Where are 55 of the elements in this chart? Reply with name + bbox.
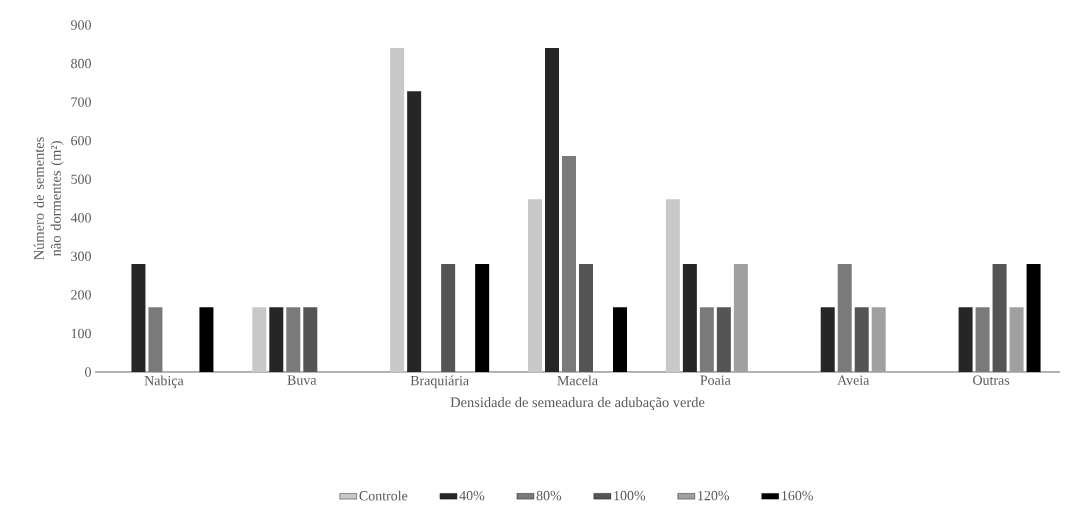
bar bbox=[131, 264, 146, 372]
bar bbox=[820, 307, 835, 372]
bar bbox=[252, 307, 267, 372]
bar bbox=[1026, 264, 1041, 372]
bar bbox=[665, 199, 680, 372]
bar bbox=[837, 264, 852, 372]
legend-label: 80% bbox=[536, 490, 562, 501]
bar bbox=[269, 307, 284, 372]
y-tick-label: 200 bbox=[71, 290, 91, 300]
bar bbox=[699, 307, 714, 372]
bar bbox=[958, 307, 973, 372]
bar bbox=[148, 307, 163, 372]
y-tick-label: 400 bbox=[70, 213, 91, 223]
bar bbox=[1009, 307, 1024, 372]
bar bbox=[441, 264, 456, 372]
bar bbox=[528, 199, 542, 372]
x-tick-label: Poaia bbox=[700, 375, 731, 385]
legend-label: 160% bbox=[782, 490, 813, 501]
bar bbox=[854, 307, 869, 372]
bar bbox=[545, 48, 559, 372]
bar bbox=[992, 264, 1007, 372]
y-tick-label: 100 bbox=[71, 328, 91, 339]
x-axis-title: Densidade de semeadura de adubação verde bbox=[450, 397, 705, 411]
x-tick-label: Braquiária bbox=[410, 375, 469, 389]
bar bbox=[286, 307, 301, 372]
legend-label: 100% bbox=[614, 490, 646, 501]
bar bbox=[579, 264, 593, 372]
bar bbox=[303, 307, 318, 372]
y-tick-label: 500 bbox=[71, 174, 91, 184]
bar bbox=[475, 264, 490, 372]
bar bbox=[562, 156, 576, 372]
y-tick-label: 900 bbox=[71, 20, 91, 30]
x-tick-label: Nabiça bbox=[144, 375, 184, 389]
bar bbox=[390, 48, 405, 372]
bar bbox=[199, 307, 214, 372]
legend-label: 40% bbox=[459, 490, 485, 501]
bar bbox=[733, 264, 748, 372]
bar bbox=[871, 307, 886, 372]
x-tick-label: Buva bbox=[287, 375, 317, 385]
x-tick-label: Outras bbox=[973, 375, 1010, 385]
bar bbox=[716, 307, 731, 372]
y-tick-label: 600 bbox=[71, 135, 91, 146]
x-tick-label: Aveia bbox=[837, 375, 870, 385]
legend-label: 120% bbox=[698, 490, 730, 501]
bar bbox=[975, 307, 990, 372]
y-axis-title: Número de sementes não dormentes (m²) bbox=[33, 137, 64, 260]
bar bbox=[407, 91, 422, 372]
bar bbox=[613, 307, 628, 372]
legend-label: Controle bbox=[359, 490, 408, 501]
x-tick-label: Macela bbox=[557, 375, 598, 386]
y-tick-label: 700 bbox=[71, 97, 91, 107]
y-tick-label: 300 bbox=[71, 251, 91, 262]
bar bbox=[682, 264, 697, 372]
y-tick-label: 0 bbox=[85, 367, 91, 377]
y-tick-label: 800 bbox=[71, 58, 91, 69]
